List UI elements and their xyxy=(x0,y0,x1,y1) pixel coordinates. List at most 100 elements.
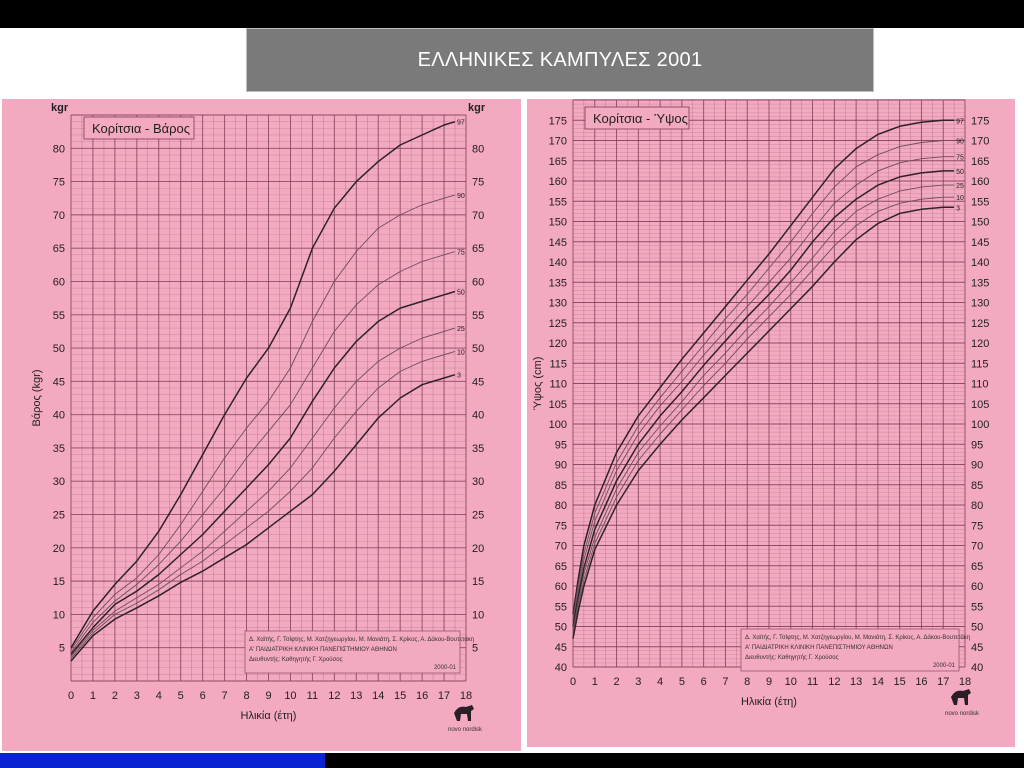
slide-title: ΕΛΛΗΝΙΚΕΣ ΚΑΜΠΥΛΕΣ 2001 xyxy=(246,28,874,92)
y-tick-label-right: 70 xyxy=(971,541,983,553)
y-tick-label-right: 45 xyxy=(472,376,484,388)
y-tick-label-left: 60 xyxy=(53,276,65,288)
x-tick-label: 6 xyxy=(701,676,707,688)
unit-label-right: kgr xyxy=(468,102,486,114)
brand-text: novo nordisk xyxy=(448,727,483,733)
y-tick-label-left: 65 xyxy=(555,561,567,573)
y-tick-label-left: 130 xyxy=(549,298,567,310)
x-tick-label: 2 xyxy=(112,690,118,702)
y-tick-label-left: 90 xyxy=(555,460,567,472)
y-tick-label-left: 100 xyxy=(549,419,567,431)
brand-logo-icon xyxy=(454,705,474,721)
y-tick-label-right: 80 xyxy=(971,500,983,512)
y-tick-label-right: 10 xyxy=(472,609,484,621)
y-tick-label-left: 70 xyxy=(555,541,567,553)
y-tick-label-right: 45 xyxy=(971,642,983,654)
percentile-label-3: 3 xyxy=(457,373,461,380)
x-tick-label: 5 xyxy=(178,690,184,702)
credit-line: Διευθυντής: Καθηγητής Γ. Χρούσος xyxy=(745,654,839,661)
x-tick-label: 15 xyxy=(394,690,406,702)
x-tick-label: 14 xyxy=(872,676,884,688)
x-tick-label: 17 xyxy=(937,676,949,688)
y-tick-label-left: 95 xyxy=(555,439,567,451)
percentile-curve-97 xyxy=(70,120,456,649)
x-tick-label: 7 xyxy=(722,676,728,688)
y-tick-label-right: 120 xyxy=(971,338,989,350)
y-tick-label-left: 165 xyxy=(549,156,567,168)
x-tick-label: 1 xyxy=(592,676,598,688)
y-tick-label-left: 145 xyxy=(549,237,567,249)
y-tick-label-right: 160 xyxy=(971,176,989,188)
x-tick-label: 3 xyxy=(134,690,140,702)
y-tick-label-right: 60 xyxy=(472,276,484,288)
x-tick-label: 3 xyxy=(635,676,641,688)
credit-line: Α' ΠΑΙΔΙΑΤΡΙΚΗ ΚΛΙΝΙΚΗ ΠΑΝΕΠΙΣΤΗΜΙΟΥ ΑΘΗ… xyxy=(249,647,397,653)
x-tick-label: 6 xyxy=(200,690,206,702)
x-tick-label: 8 xyxy=(744,676,750,688)
percentile-curve-90 xyxy=(572,140,955,619)
x-tick-label: 0 xyxy=(68,690,74,702)
y-tick-label-left: 55 xyxy=(555,601,567,613)
credit-line: Α' ΠΑΙΔΙΑΤΡΙΚΗ ΚΛΙΝΙΚΗ ΠΑΝΕΠΙΣΤΗΜΙΟΥ ΑΘΗ… xyxy=(745,645,893,651)
x-tick-label: 17 xyxy=(438,690,450,702)
x-tick-label: 15 xyxy=(894,676,906,688)
y-tick-label-right: 155 xyxy=(971,196,989,208)
x-tick-label: 13 xyxy=(350,690,362,702)
y-tick-label-right: 35 xyxy=(472,443,484,455)
y-tick-label-right: 5 xyxy=(472,643,478,655)
percentile-curve-10 xyxy=(572,196,955,635)
percentile-label-3: 3 xyxy=(956,205,960,212)
y-tick-label-right: 95 xyxy=(971,439,983,451)
y-tick-label-right: 165 xyxy=(971,156,989,168)
percentile-label-25: 25 xyxy=(457,326,465,333)
brand-text: novo nordisk xyxy=(945,711,980,717)
percentile-curve-90 xyxy=(70,194,456,650)
y-tick-label-right: 125 xyxy=(971,318,989,330)
x-tick-label: 11 xyxy=(307,690,318,702)
percentile-label-50: 50 xyxy=(457,289,465,296)
percentile-curve-50 xyxy=(70,290,456,655)
y-tick-label-left: 135 xyxy=(549,277,567,289)
y-tick-label-right: 25 xyxy=(472,510,484,522)
y-tick-label-left: 125 xyxy=(549,318,567,330)
y-tick-label-left: 35 xyxy=(53,443,65,455)
y-tick-label-left: 30 xyxy=(53,476,65,488)
y-tick-label-right: 135 xyxy=(971,277,989,289)
x-axis-title: Ηλικία (έτη) xyxy=(741,696,797,708)
y-tick-label-left: 105 xyxy=(549,399,567,411)
y-tick-label-left: 115 xyxy=(549,358,567,370)
credit-line: Δ. Χαϊτής, Γ. Τσίφτης, Μ. Χατζηγεωργίου,… xyxy=(249,636,474,643)
y-tick-label-right: 65 xyxy=(472,243,484,255)
chart-title: Κορίτσια - Ύψος xyxy=(593,111,688,126)
y-tick-label-left: 80 xyxy=(555,500,567,512)
y-tick-label-left: 50 xyxy=(555,622,567,634)
x-tick-label: 1 xyxy=(90,690,96,702)
x-tick-label: 14 xyxy=(372,690,384,702)
percentile-label-10: 10 xyxy=(956,195,964,202)
y-tick-label-left: 25 xyxy=(53,510,65,522)
percentile-label-90: 90 xyxy=(956,139,964,146)
y-tick-label-left: 140 xyxy=(549,257,567,269)
y-tick-label-right: 20 xyxy=(472,543,484,555)
x-tick-label: 13 xyxy=(850,676,862,688)
y-tick-label-right: 110 xyxy=(971,379,989,391)
y-tick-label-right: 175 xyxy=(971,115,989,127)
x-tick-label: 4 xyxy=(657,676,663,688)
unit-label-left: kgr xyxy=(51,102,69,114)
percentile-label-25: 25 xyxy=(956,183,964,190)
x-tick-label: 16 xyxy=(416,690,428,702)
y-tick-label-left: 170 xyxy=(549,136,567,148)
y-tick-label-right: 55 xyxy=(472,310,484,322)
x-tick-label: 16 xyxy=(915,676,927,688)
chart-title-box xyxy=(584,106,690,130)
x-tick-label: 2 xyxy=(613,676,619,688)
y-tick-label-right: 150 xyxy=(971,217,989,229)
percentile-label-97: 97 xyxy=(956,118,964,125)
y-tick-label-right: 80 xyxy=(472,143,484,155)
x-tick-label: 0 xyxy=(570,676,576,688)
credits-box xyxy=(244,630,461,674)
y-tick-label-right: 40 xyxy=(971,662,983,674)
x-tick-label: 4 xyxy=(156,690,162,702)
y-tick-label-left: 70 xyxy=(53,210,65,222)
